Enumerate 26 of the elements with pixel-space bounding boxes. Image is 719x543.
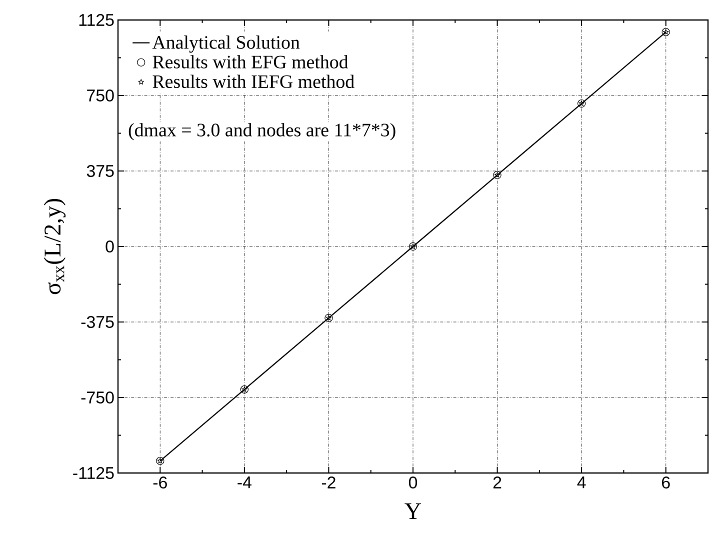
x-axis-title: Y	[404, 503, 422, 519]
x-tick-label: -6	[153, 476, 167, 489]
y-tick-label: 750	[87, 89, 114, 102]
y-tick-label: -1125	[73, 467, 114, 479]
point	[408, 242, 418, 251]
x-tick-label: 4	[577, 476, 586, 488]
y-tick-label: 1125	[79, 14, 114, 26]
y-tick-label: -750	[81, 392, 114, 404]
y-axis-title: σ$_{xx}$(L/2,y)	[44, 198, 66, 294]
x-tick-label: 2	[493, 476, 502, 488]
legend-label: Analytical Solution	[152, 36, 300, 53]
y-tick-label: 0	[106, 240, 114, 252]
x-tick-label: -4	[238, 476, 252, 488]
point	[410, 244, 416, 249]
y-tick-label: 375	[86, 164, 114, 177]
point	[242, 386, 248, 392]
y-tick-label: -375	[81, 316, 114, 328]
x-tick-label: 0	[408, 476, 418, 489]
x-tick-label: 6	[662, 476, 670, 489]
legend-label: Results with EFG method	[152, 55, 348, 68]
annotation: (dmax = 3.0 and nodes are 11*7*3)	[128, 123, 396, 140]
point	[240, 385, 249, 394]
point	[578, 100, 584, 106]
point	[577, 99, 586, 108]
x-tick-label: -2	[322, 476, 336, 488]
legend-label: Results with IEFG method	[152, 74, 354, 88]
